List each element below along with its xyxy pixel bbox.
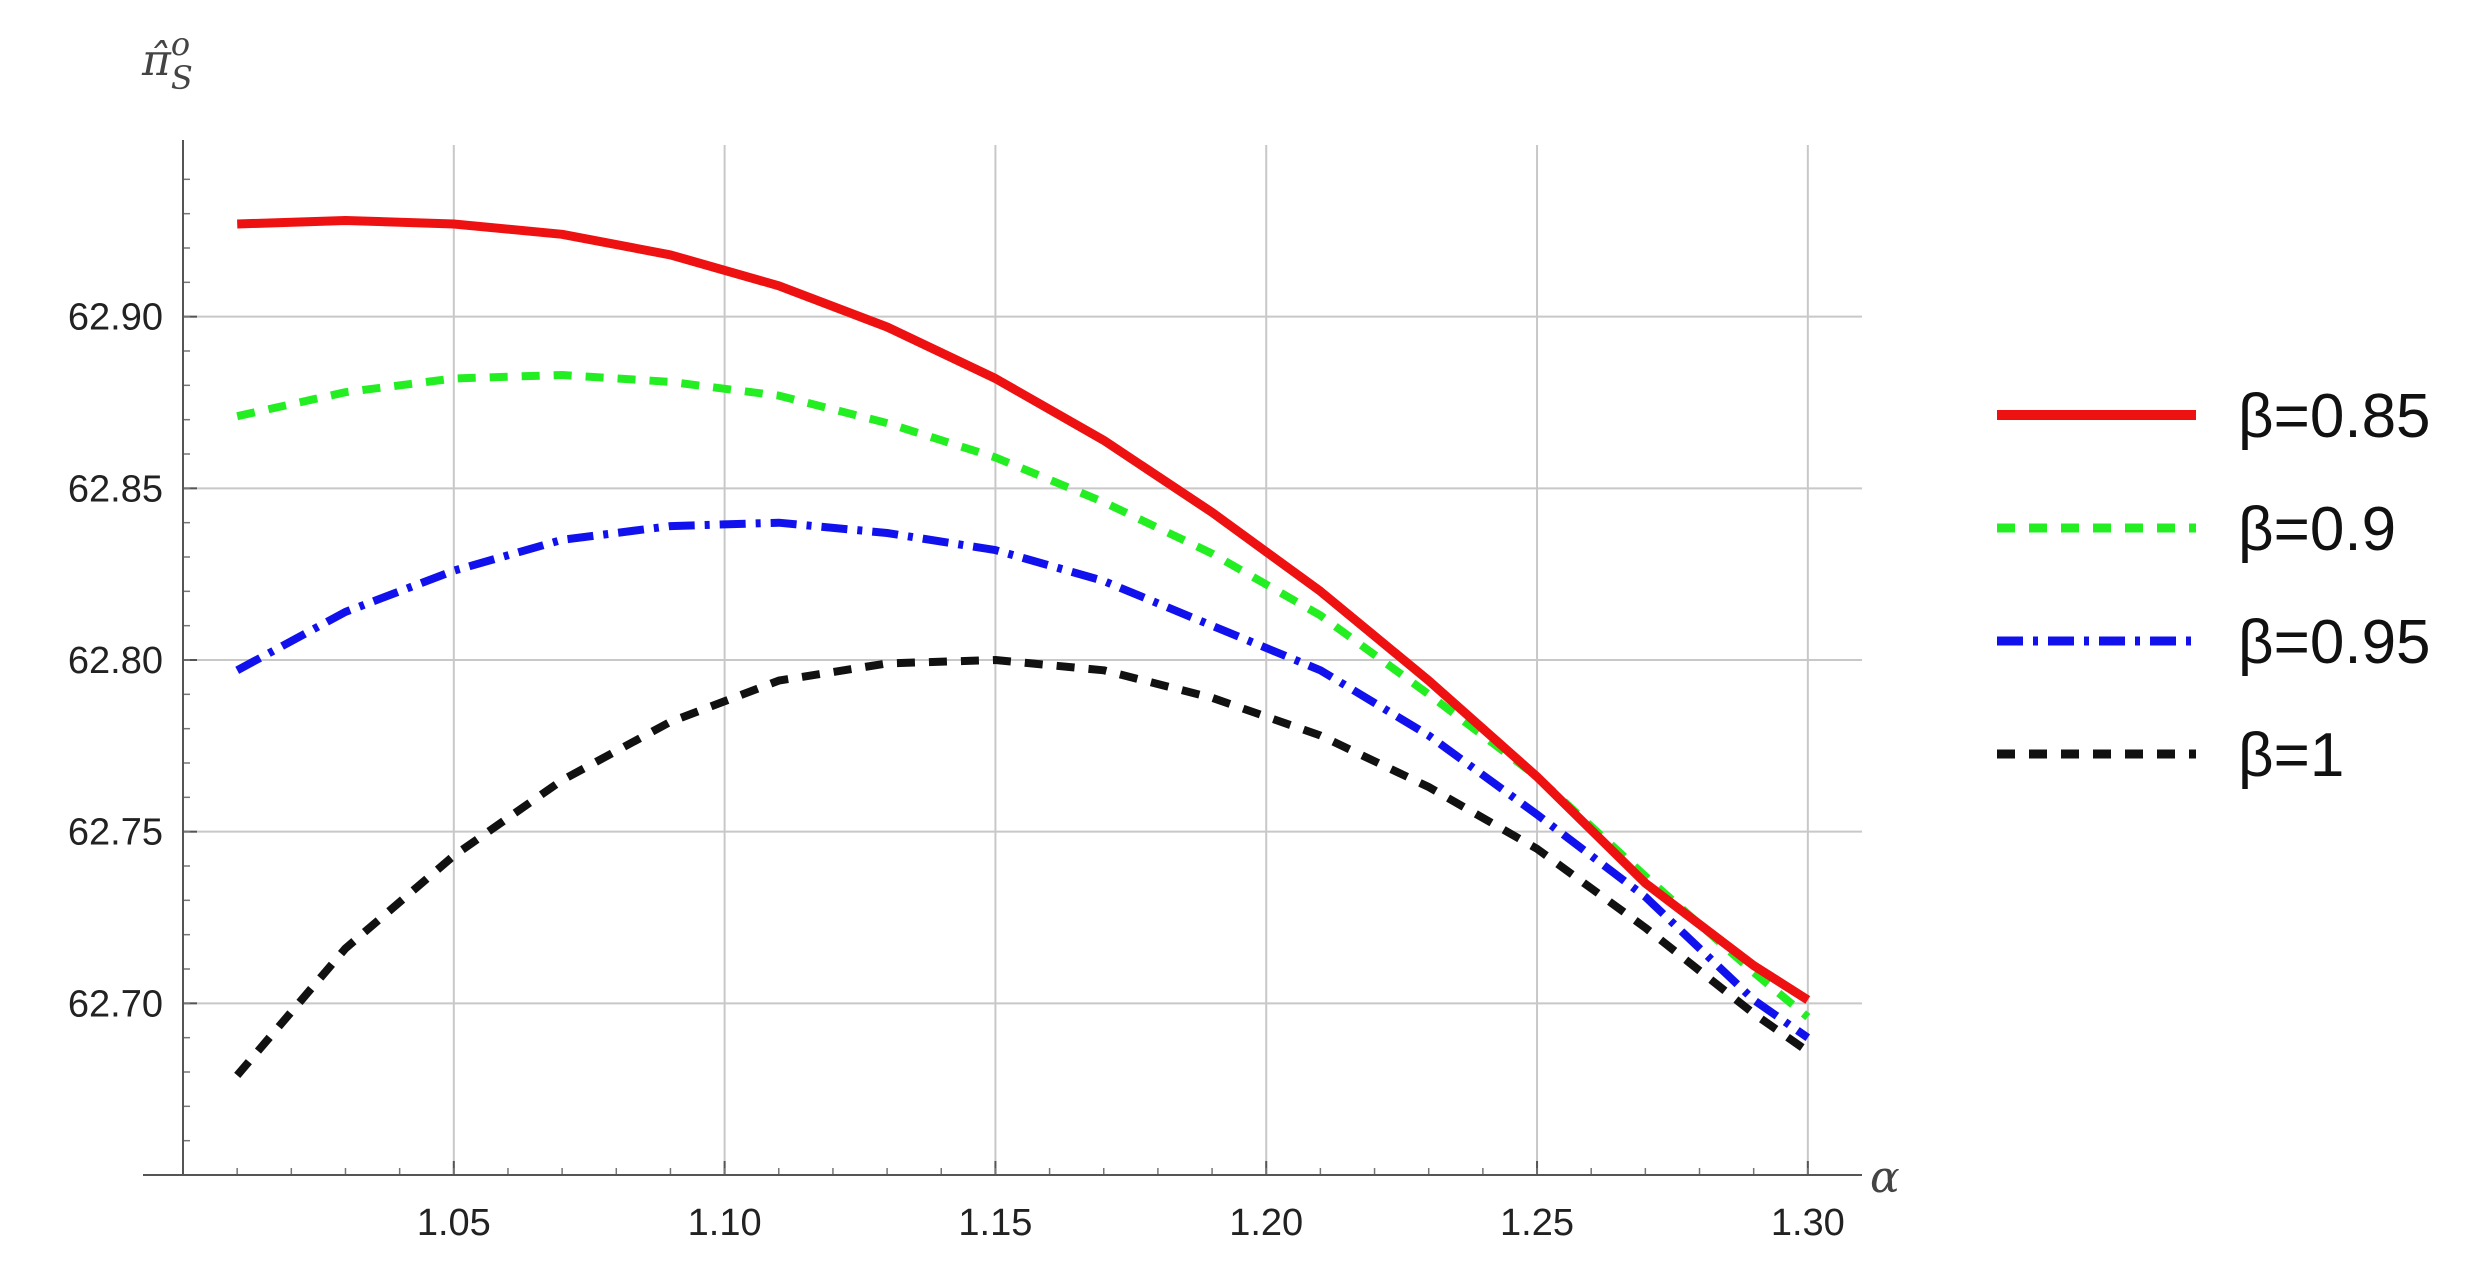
y-tick-label: 62.70 [68, 983, 163, 1025]
series-line [235, 518, 1811, 1041]
x-tick-label: 1.15 [958, 1202, 1032, 1244]
x-tick-label: 1.20 [1229, 1202, 1303, 1244]
legend-label: β=0.95 [2238, 608, 2431, 677]
series-line [236, 371, 1811, 1021]
x-tick-label: 1.10 [688, 1202, 762, 1244]
grid [183, 145, 1862, 1175]
y-axis-title: π̂So [141, 25, 193, 97]
x-tick-label: 1.25 [1500, 1202, 1574, 1244]
series-line [234, 656, 1811, 1078]
y-tick-label: 62.90 [68, 297, 163, 339]
tick-labels: 1.05 1.10 1.15 1.20 1.25 1.30 62.70 62.75 62.80 6… [68, 297, 1845, 1244]
y-tick-label: 62.80 [68, 640, 163, 682]
x-tick-label: 1.05 [417, 1202, 491, 1244]
legend-label: β=0.85 [2238, 382, 2431, 451]
y-tick-label: 62.85 [68, 468, 163, 510]
y-axis-superscript: o [171, 25, 190, 63]
x-tick-label: 1.30 [1771, 1202, 1845, 1244]
series-group [234, 216, 1811, 1078]
legend-label: β=1 [2238, 721, 2344, 790]
x-axis-title: α [1870, 1152, 1900, 1203]
y-axis-subscript: S [171, 59, 193, 97]
axes [143, 140, 1862, 1176]
y-tick-label: 62.75 [68, 812, 163, 854]
series-line [237, 216, 1811, 1004]
legend-label: β=0.9 [2238, 495, 2396, 564]
legend: β=0.85 β=0.9 β=0.95 β=1 [1997, 382, 2431, 790]
y-axis-symbol: π̂ [141, 35, 172, 86]
